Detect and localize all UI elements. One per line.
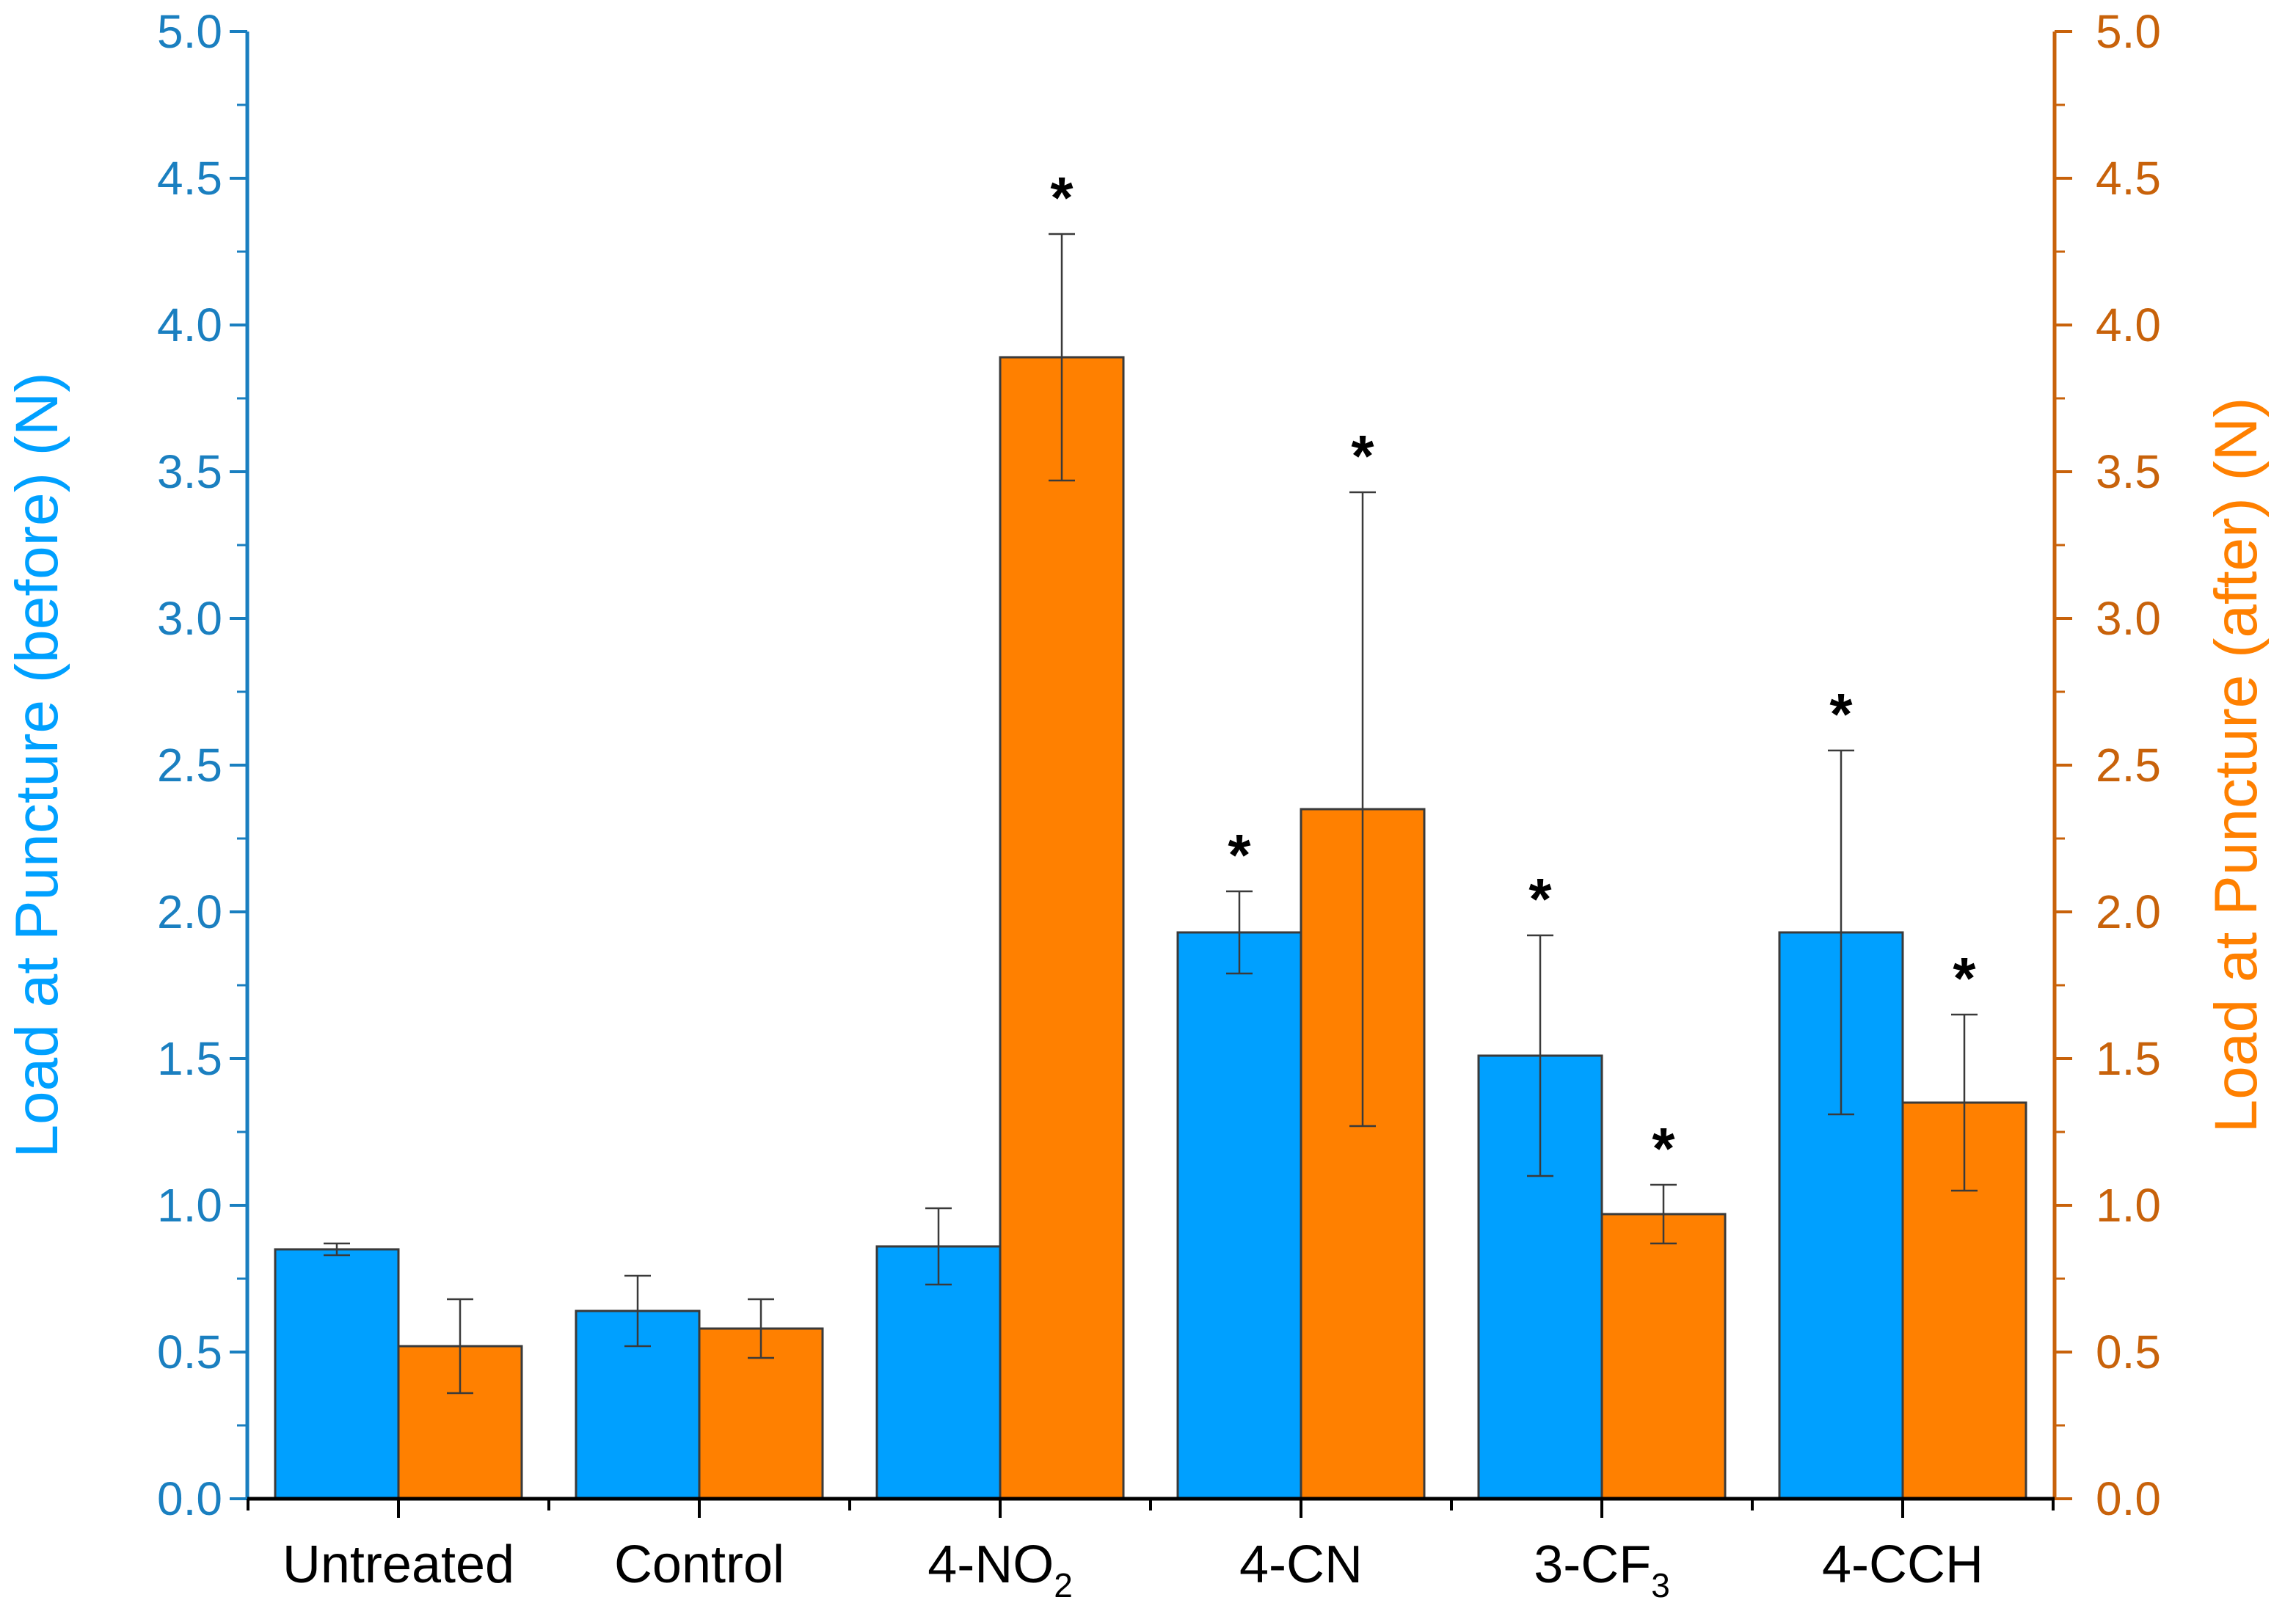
x-tick-label: 4-CN (1239, 1535, 1363, 1594)
significance-star-before-4: * (1528, 866, 1552, 932)
left-tick-label: 4.0 (157, 299, 222, 351)
right-tick-label: 2.0 (2096, 885, 2161, 938)
left-tick-label: 2.5 (157, 739, 222, 792)
significance-star-after-5: * (1953, 946, 1976, 1011)
right-tick-label: 3.0 (2096, 592, 2161, 645)
right-tick-label: 1.5 (2096, 1032, 2161, 1085)
significance-markers: * * * * * * * (1050, 165, 1976, 1181)
right-tick-label: 0.5 (2096, 1326, 2161, 1378)
bar-before-0 (274, 1248, 400, 1500)
x-tick-label-main: Control (614, 1535, 784, 1594)
x-tick-label-main: 4-CN (1239, 1535, 1363, 1594)
bar-after-2 (999, 356, 1125, 1500)
significance-star-after-4: * (1652, 1116, 1675, 1181)
significance-star-before-5: * (1829, 682, 1853, 747)
x-tick-label-subscript: 2 (1054, 1566, 1073, 1604)
x-tick-label: 4-CCH (1822, 1535, 1983, 1594)
left-axis-title: Load at Puncture (before) (N) (4, 372, 70, 1158)
left-tick-label: 3.5 (157, 445, 222, 498)
left-tick-label: 0.5 (157, 1326, 222, 1378)
right-tick-label: 0.0 (2096, 1472, 2161, 1525)
x-tick-label: 4-NO2 (927, 1535, 1073, 1604)
x-tick-label: Untreated (283, 1535, 514, 1594)
right-tick-label: 2.5 (2096, 739, 2161, 792)
significance-star-before-3: * (1228, 822, 1251, 888)
right-tick-label: 4.0 (2096, 299, 2161, 351)
x-tick-label-subscript: 3 (1651, 1566, 1670, 1604)
x-tick-label: Control (614, 1535, 784, 1594)
right-tick-label: 1.0 (2096, 1179, 2161, 1232)
axes: 0.0 0.5 1.0 1.5 2.0 2.5 3.0 3.5 4.0 4.5 5.0 Load at… (4, 5, 2270, 1604)
x-tick-label-main: 4-NO (927, 1535, 1054, 1594)
x-tick-label-main: Untreated (283, 1535, 514, 1594)
x-tick-label-main: 4-CCH (1822, 1535, 1983, 1594)
left-tick-label: 0.0 (157, 1472, 222, 1525)
bar-before-3 (1176, 931, 1302, 1500)
significance-star-after-2: * (1050, 165, 1074, 230)
significance-star-after-3: * (1351, 423, 1374, 489)
right-tick-label: 3.5 (2096, 445, 2161, 498)
right-tick-label: 4.5 (2096, 152, 2161, 205)
left-tick-label: 1.5 (157, 1032, 222, 1085)
left-tick-label: 2.0 (157, 885, 222, 938)
left-tick-label: 1.0 (157, 1179, 222, 1232)
bar-after-4 (1600, 1213, 1727, 1500)
left-tick-label: 5.0 (157, 5, 222, 58)
x-tick-label-main: 3-CF (1534, 1535, 1651, 1594)
bar-before-2 (875, 1245, 1002, 1500)
x-tick-label: 3-CF3 (1534, 1535, 1670, 1604)
error-bars (324, 233, 1978, 1395)
left-tick-label: 3.0 (157, 592, 222, 645)
left-tick-label: 4.5 (157, 152, 222, 205)
right-tick-label: 5.0 (2096, 5, 2161, 58)
right-axis-title: Load at Puncture (after) (N) (2203, 398, 2270, 1133)
bars (274, 356, 2027, 1500)
